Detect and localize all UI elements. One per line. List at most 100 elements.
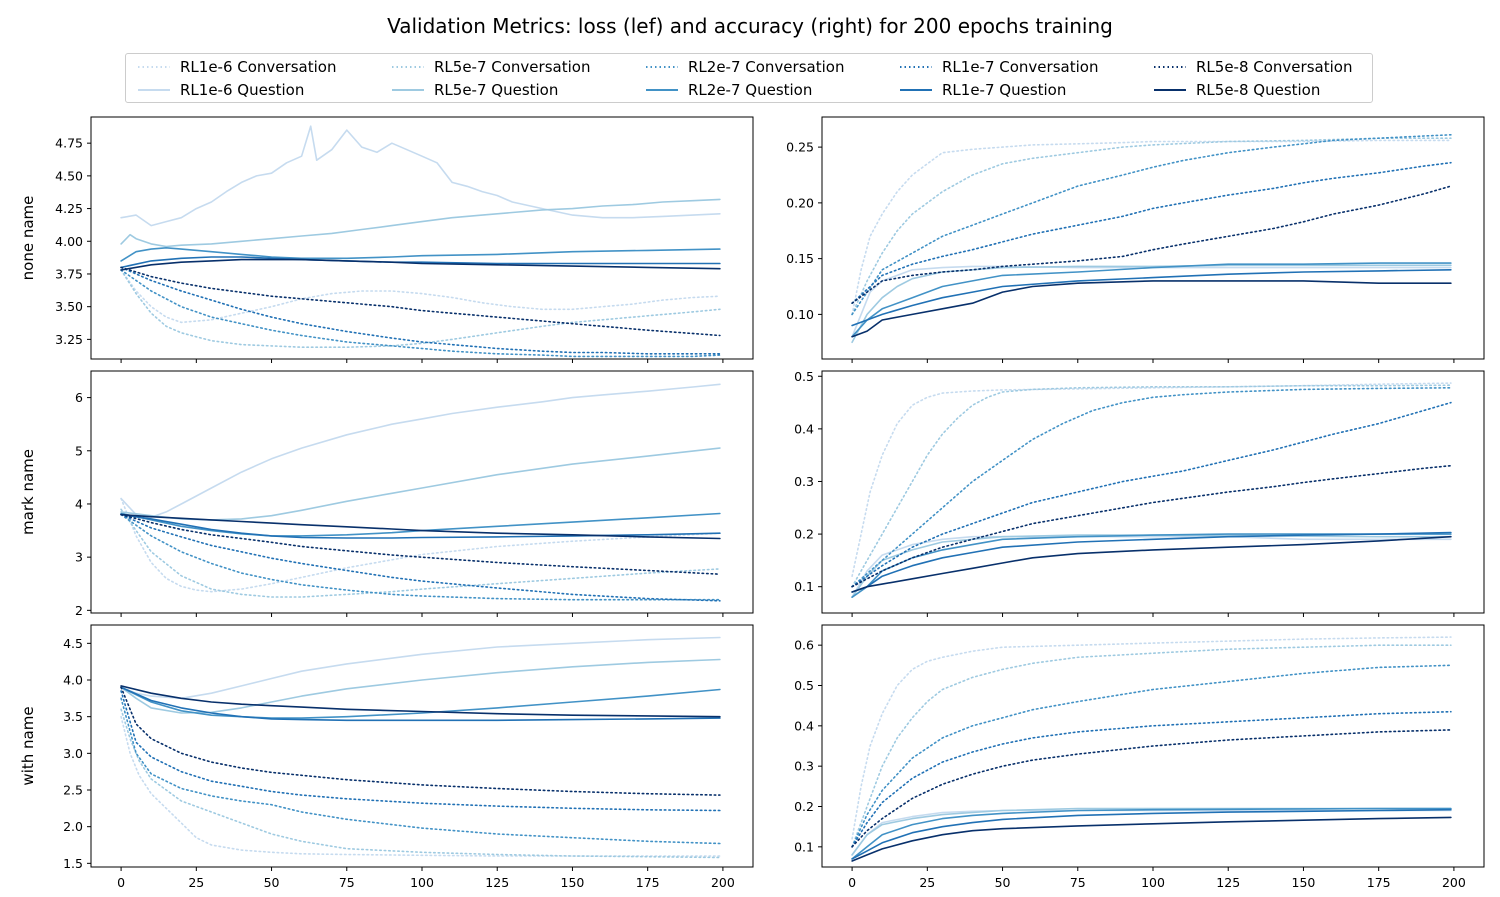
legend-label: RL1e-7 Question	[942, 81, 1067, 99]
y-tick-label: 3.0	[63, 746, 83, 761]
legend-item: RL1e-7 Conversation	[898, 56, 1098, 78]
series-line	[851, 809, 1452, 856]
y-tick-label: 3.50	[55, 299, 83, 314]
x-tick-label: 100	[1141, 875, 1165, 890]
legend-swatch	[900, 89, 932, 91]
series-line	[120, 125, 721, 227]
series-line	[851, 264, 1452, 344]
x-tick-label: 25	[188, 875, 204, 890]
x-tick-label: 200	[1442, 875, 1466, 890]
legend-label: RL5e-8 Question	[1196, 81, 1321, 99]
legend-label: RL1e-7 Conversation	[942, 58, 1099, 76]
y-tick-label: 6	[75, 390, 83, 405]
series-line	[120, 247, 721, 262]
legend-item: RL1e-6 Question	[136, 79, 304, 101]
y-tick-label: 0.4	[794, 421, 814, 436]
y-tick-label: 4.00	[55, 234, 83, 249]
y-tick-label: 4.75	[55, 136, 83, 151]
series-line	[120, 685, 721, 718]
y-tick-label: 4.0	[63, 673, 83, 688]
series-line	[851, 464, 1452, 588]
legend-item: RL5e-8 Conversation	[1152, 56, 1352, 78]
series-line	[851, 636, 1452, 840]
series-line	[120, 269, 721, 324]
legend-label: RL2e-7 Question	[688, 81, 813, 99]
series-line	[851, 710, 1452, 848]
x-tick-label: 125	[1216, 875, 1240, 890]
y-tick-label: 0.4	[794, 718, 814, 733]
y-tick-label: 4.5	[63, 636, 83, 651]
legend-item: RL5e-8 Question	[1152, 79, 1320, 101]
series-line	[120, 636, 721, 700]
y-tick-label: 0.2	[794, 799, 814, 814]
x-tick-label: 150	[1292, 875, 1316, 890]
series-line	[851, 807, 1452, 860]
series-line	[851, 664, 1452, 848]
legend-swatch	[1154, 66, 1186, 68]
legend-label: RL2e-7 Conversation	[688, 58, 845, 76]
y-tick-label: 4	[75, 496, 83, 511]
series-line	[851, 535, 1452, 599]
plot-frame	[90, 116, 754, 360]
series-line	[120, 686, 721, 722]
series-line	[851, 262, 1452, 338]
series-line	[120, 513, 721, 539]
y-tick-label: 2	[75, 603, 83, 618]
series-line	[120, 513, 721, 540]
series-line	[120, 266, 721, 337]
x-tick-label: 200	[711, 875, 735, 890]
figure-title: Validation Metrics: loss (lef) and accur…	[387, 14, 1113, 38]
y-tick-label: 1.5	[63, 856, 83, 871]
y-tick-label: 2.0	[63, 819, 83, 834]
y-tick-label: 3.25	[55, 332, 83, 347]
x-tick-label: 50	[264, 875, 280, 890]
legend-swatch	[392, 66, 424, 68]
series-line	[120, 508, 721, 598]
legend-swatch	[646, 66, 678, 68]
legend-swatch	[138, 66, 170, 68]
series-line	[120, 447, 721, 521]
series-line	[120, 258, 721, 271]
x-tick-label: 75	[339, 875, 355, 890]
legend-swatch	[1154, 89, 1186, 91]
legend-label: RL5e-7 Conversation	[434, 58, 591, 76]
legend-label: RL5e-8 Conversation	[1196, 58, 1353, 76]
y-tick-label: 3.75	[55, 266, 83, 281]
y-tick-label: 3	[75, 550, 83, 565]
series-line	[120, 383, 721, 519]
series-line	[851, 185, 1452, 305]
legend: RL1e-6 Conversation RL1e-6 Question RL5e-7…	[125, 53, 1373, 103]
series-line	[120, 269, 721, 358]
series-line	[120, 708, 721, 859]
legend-item: RL5e-7 Conversation	[390, 56, 590, 78]
series-line	[120, 513, 721, 576]
y-tick-label: 0.3	[794, 759, 814, 774]
subplot-4: 0.1 0.2 0.3 0.4 0.5	[794, 369, 1485, 617]
series-line	[120, 269, 721, 349]
series-line	[120, 198, 721, 248]
series-line	[851, 386, 1452, 588]
series-line	[851, 161, 1452, 305]
series-line	[851, 134, 1452, 316]
y-tick-label: 0.15	[786, 251, 814, 266]
legend-item: RL5e-7 Question	[390, 79, 558, 101]
series-line	[120, 686, 721, 796]
y-tick-label: 0.5	[794, 369, 814, 384]
series-line	[120, 266, 721, 355]
y-tick-label: 3.5	[63, 709, 83, 724]
series-line	[851, 137, 1452, 316]
series-line	[120, 686, 721, 719]
series-line	[120, 512, 721, 537]
x-tick-label: 75	[1070, 875, 1086, 890]
x-tick-label: 0	[117, 875, 125, 890]
y-tick-label: 2.5	[63, 783, 83, 798]
series-line	[120, 513, 721, 601]
legend-label: RL5e-7 Question	[434, 81, 559, 99]
series-line	[851, 533, 1452, 599]
subplot-3: 2 3 4 5 6 mark name	[19, 370, 754, 618]
series-line	[851, 644, 1452, 848]
series-line	[851, 807, 1452, 856]
y-tick-label: 0.10	[786, 307, 814, 322]
series-line	[851, 808, 1452, 860]
